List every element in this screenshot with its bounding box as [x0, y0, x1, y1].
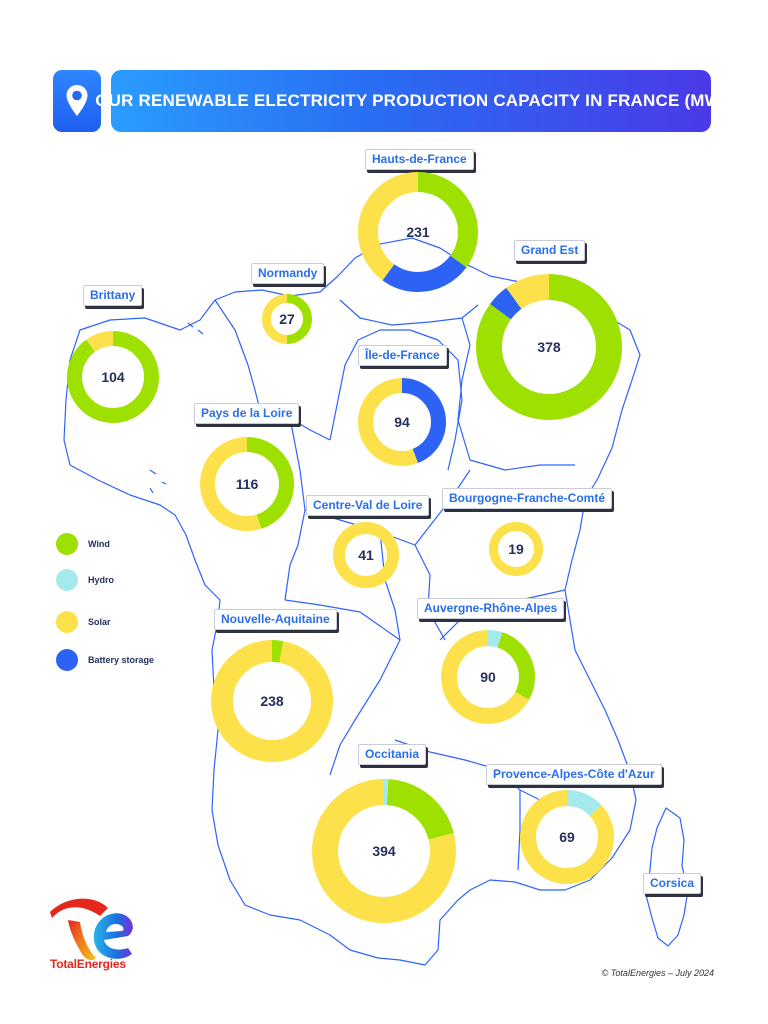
- location-pin-icon: [66, 85, 88, 116]
- region-label-bourgogne-franche-comte: Bourgogne-Franche-Comté: [442, 488, 612, 509]
- legend-item-battery: Battery storage: [56, 649, 154, 671]
- donut-segment-solar: [358, 378, 446, 466]
- region-label-occitania: Occitania: [358, 744, 427, 765]
- capacity-value: 19: [508, 541, 524, 557]
- region-label-ile-de-france: Île-de-France: [358, 345, 447, 366]
- donut-segment-solar: [262, 294, 312, 344]
- legend-item-solar: Solar: [56, 611, 111, 633]
- donut-segment-solar: [520, 790, 614, 884]
- hydro-swatch: [56, 569, 78, 591]
- region-label-corsica: Corsica: [643, 873, 702, 894]
- legend-label: Hydro: [88, 575, 115, 585]
- donut-ring: [489, 522, 543, 576]
- page-title: OUR RENEWABLE ELECTRICITY PRODUCTION CAP…: [95, 91, 727, 110]
- donut-ring: [476, 274, 622, 420]
- capacity-value: 69: [559, 829, 575, 845]
- donut-ring: [358, 172, 478, 292]
- donut-segment-solar: [211, 640, 333, 762]
- donut-hauts-de-france: 231: [358, 172, 478, 292]
- donut-bourgogne-franche-comte: 19: [489, 522, 543, 576]
- donut-segment-solar: [358, 172, 478, 292]
- donut-ring: [441, 630, 535, 724]
- region-label-nouvelle-aquitaine: Nouvelle-Aquitaine: [214, 609, 337, 630]
- capacity-value: 27: [279, 311, 295, 327]
- region-label-grand-est: Grand Est: [514, 240, 586, 261]
- wind-swatch: [56, 533, 78, 555]
- region-label-pays-de-la-loire: Pays de la Loire: [194, 403, 300, 424]
- capacity-value: 378: [537, 339, 561, 355]
- donut-grand-est: 378: [476, 274, 622, 420]
- region-label-normandy: Normandy: [251, 263, 325, 284]
- legend-label: Battery storage: [88, 655, 155, 665]
- donut-occitania: 394: [312, 779, 456, 923]
- donut-ring: [358, 378, 446, 466]
- donut-segment-wind: [441, 630, 535, 724]
- donut-ring: [333, 522, 399, 588]
- donut-pays-de-la-loire: 116: [200, 437, 294, 531]
- legend-item-hydro: Hydro: [56, 569, 114, 591]
- donut-ring: [520, 790, 614, 884]
- capacity-value: 394: [372, 843, 396, 859]
- donut-segment-solar: [441, 630, 535, 724]
- donut-ring: [67, 331, 159, 423]
- donut-segment-solar: [67, 331, 159, 423]
- legend-label: Solar: [88, 617, 111, 627]
- brand-name: TotalEnergies: [50, 957, 126, 971]
- donut-nouvelle-aquitaine: 238: [211, 640, 333, 762]
- donut-segment-solar: [333, 522, 399, 588]
- solar-swatch: [56, 611, 78, 633]
- donut-ring: [200, 437, 294, 531]
- region-label-hauts-de-france: Hauts-de-France: [365, 149, 474, 170]
- donut-ring: [211, 640, 333, 762]
- donut-centre-val-de-loire: 41: [333, 522, 399, 588]
- capacity-value: 41: [358, 547, 374, 563]
- donut-ile-de-france: 94: [358, 378, 446, 466]
- location-pin-badge: [53, 70, 101, 132]
- capacity-value: 90: [480, 669, 496, 685]
- donut-segment-solar: [200, 437, 294, 531]
- donut-segment-solar: [489, 522, 543, 576]
- region-label-brittany: Brittany: [83, 285, 143, 306]
- donut-ring: [312, 779, 456, 923]
- donut-provence-alpes-cote-d-azur: 69: [520, 790, 614, 884]
- capacity-value: 231: [406, 224, 430, 240]
- capacity-value: 238: [260, 693, 284, 709]
- capacity-value: 94: [394, 414, 410, 430]
- donut-segment-solar: [476, 274, 622, 420]
- copyright-text: © TotalEnergies – July 2024: [601, 968, 714, 978]
- donut-segment-solar: [312, 779, 456, 923]
- donut-brittany: 104: [67, 331, 159, 423]
- region-label-centre-val-de-loire: Centre-Val de Loire: [306, 495, 430, 516]
- legend-label: Wind: [88, 539, 110, 549]
- title-banner: OUR RENEWABLE ELECTRICITY PRODUCTION CAP…: [95, 70, 727, 132]
- capacity-value: 116: [235, 476, 259, 492]
- region-label-auvergne-rhone-alpes: Auvergne-Rhône-Alpes: [417, 598, 565, 619]
- legend-item-wind: Wind: [56, 533, 110, 555]
- battery-swatch: [56, 649, 78, 671]
- capacity-value: 104: [101, 369, 125, 385]
- donut-segment-battery: [358, 172, 478, 292]
- region-label-provence-alpes-cote-d-azur: Provence-Alpes-Côte d'Azur: [486, 764, 662, 785]
- donut-ring: [262, 294, 312, 344]
- donut-auvergne-rhone-alpes: 90: [441, 630, 535, 724]
- donut-normandy: 27: [262, 294, 312, 344]
- totalenergies-logo-icon: [50, 898, 133, 961]
